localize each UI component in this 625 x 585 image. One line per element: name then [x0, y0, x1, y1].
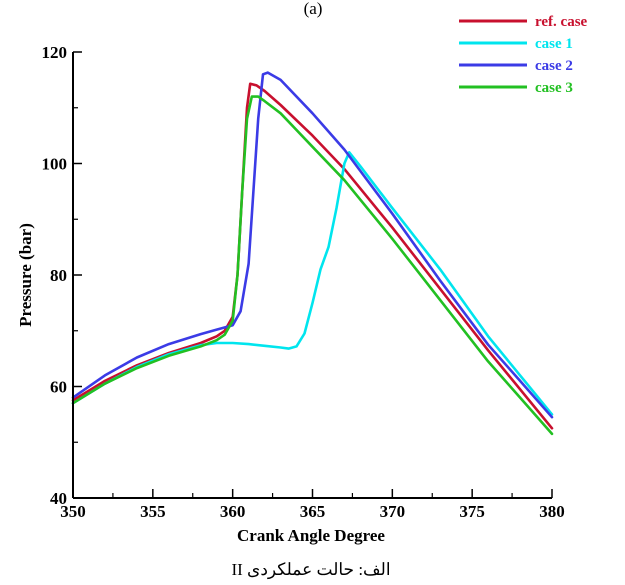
series-line-2 — [71, 151, 554, 416]
x-tick-label: 370 — [380, 502, 406, 521]
x-tick-label: 375 — [459, 502, 485, 521]
top-label: (a) — [304, 0, 323, 18]
series-line-3 — [71, 71, 554, 419]
plot-area: 350 355 360 365 370 375 380 40 60 80 100 120 — [42, 43, 565, 521]
y-tick-label: 120 — [42, 43, 68, 62]
y-tick-label: 60 — [50, 378, 67, 397]
legend-label: case 2 — [535, 58, 573, 74]
y-tick-label: 40 — [50, 489, 67, 508]
x-tick-label: 360 — [220, 502, 246, 521]
axes-layer: 350 355 360 365 370 375 380 40 60 80 100 120 — [42, 43, 565, 521]
x-tick-label: 355 — [140, 502, 166, 521]
figure-caption: الف: حالت عملکردی II — [231, 560, 390, 580]
x-tick-label: 350 — [60, 502, 86, 521]
x-tick-label: 365 — [300, 502, 326, 521]
y-tick-label: 100 — [42, 155, 68, 174]
legend-label: ref. case — [535, 14, 588, 30]
y-axis-title: Pressure (bar) — [16, 223, 35, 327]
legend: ref. case case 1 case 2 case 3 — [459, 14, 588, 96]
x-tick-label: 380 — [539, 502, 565, 521]
legend-label: case 1 — [535, 36, 573, 52]
series-line-4 — [71, 95, 554, 436]
series-layer — [71, 71, 554, 436]
y-tick-label: 80 — [50, 266, 67, 285]
x-axis-title: Crank Angle Degree — [237, 526, 385, 545]
series-line-1 — [71, 82, 554, 430]
legend-label: case 3 — [535, 80, 573, 96]
